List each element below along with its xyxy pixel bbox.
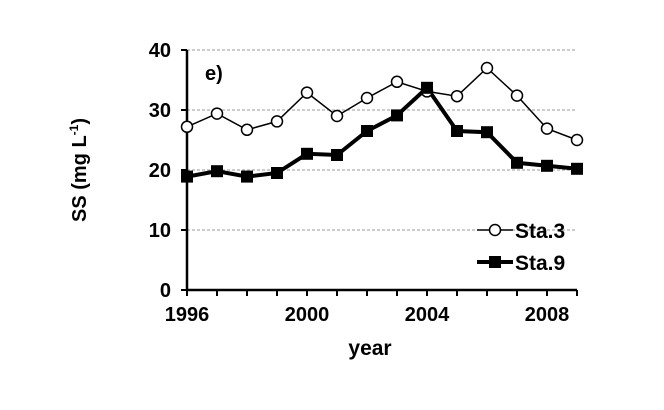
- data-point-sta9: [421, 81, 433, 94]
- data-point-sta3: [210, 107, 224, 120]
- data-point-sta9: [181, 170, 193, 183]
- y-tick-label: 30: [149, 100, 171, 122]
- data-point-sta3: [300, 86, 314, 99]
- data-point-sta3: [510, 89, 524, 102]
- data-point-sta3: [390, 75, 404, 89]
- data-point-sta9: [541, 159, 553, 172]
- legend-label: Sta.3: [515, 220, 565, 243]
- data-point-sta9: [361, 125, 373, 137]
- data-point-sta9: [481, 126, 493, 139]
- legend-label: Sta.9: [515, 252, 565, 275]
- data-point-sta9: [331, 149, 343, 161]
- data-point-sta9: [451, 125, 463, 137]
- y-tick-label: 20: [149, 160, 171, 182]
- data-point-sta9: [391, 109, 403, 122]
- data-point-sta3: [330, 109, 344, 123]
- y-tick-label: 0: [160, 280, 171, 302]
- data-point-sta3: [480, 61, 494, 75]
- data-point-sta3: [240, 123, 254, 137]
- data-point-sta3: [360, 91, 374, 105]
- data-point-sta9: [241, 170, 253, 183]
- data-point-sta9: [571, 162, 583, 175]
- data-point-sta3: [570, 133, 584, 147]
- x-tick-label: 2004: [405, 304, 450, 326]
- data-point-sta9: [489, 256, 501, 268]
- y-axis-label: SS (mg L-1): [67, 118, 91, 222]
- data-point-sta9: [511, 156, 523, 169]
- x-tick-label: 1996: [165, 304, 210, 326]
- data-point-sta9: [301, 147, 313, 160]
- data-point-sta3: [180, 120, 194, 134]
- data-point-sta3: [450, 89, 464, 103]
- data-point-sta9: [211, 165, 223, 178]
- panel-label: e): [205, 63, 223, 85]
- data-point-sta3: [540, 122, 554, 135]
- data-point-sta9: [271, 167, 283, 179]
- x-axis-label: year: [348, 337, 391, 360]
- x-tick-label: 2000: [285, 304, 330, 326]
- data-point-sta3: [270, 115, 284, 128]
- legend: Sta.3 Sta.9: [477, 220, 565, 275]
- y-tick-label: 40: [149, 40, 171, 62]
- data-point-sta3: [488, 223, 502, 237]
- y-tick-label: 10: [149, 220, 171, 242]
- x-tick-label: 2008: [525, 304, 570, 326]
